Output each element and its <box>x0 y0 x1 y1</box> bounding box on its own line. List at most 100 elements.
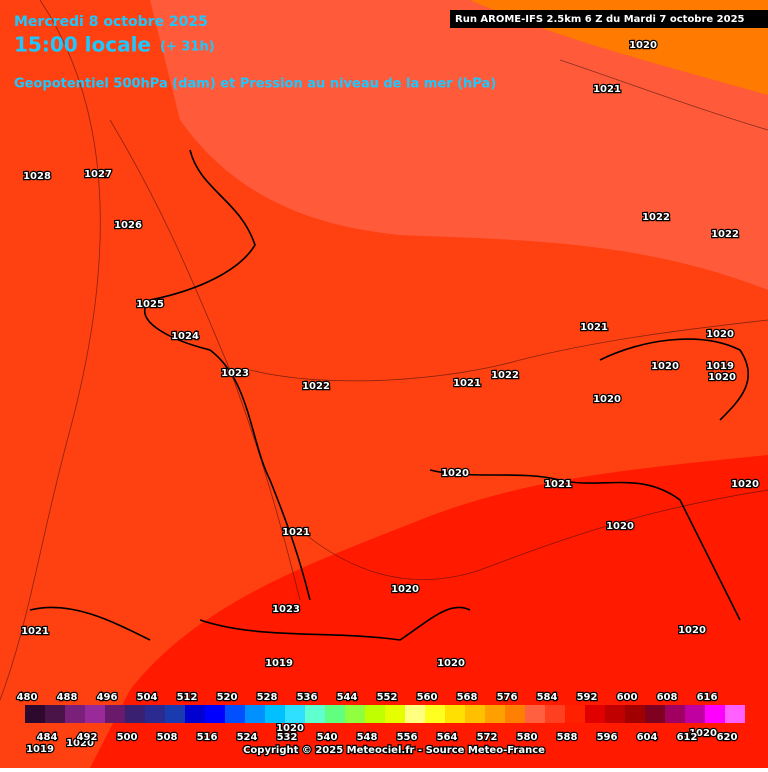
colorbar-swatch <box>125 705 145 723</box>
colorbar-swatch <box>365 705 385 723</box>
isobar-label: 1021 <box>544 479 572 490</box>
colorbar-label: 548 <box>357 732 378 743</box>
date: Mercredi 8 octobre 2025 <box>14 14 208 30</box>
isobar-label: 1020 <box>437 658 465 669</box>
colorbar-swatch <box>185 705 205 723</box>
isobar-label: 1020 <box>276 723 304 734</box>
isobar-label: 1020 <box>441 468 469 479</box>
colorbar-label: 608 <box>657 692 678 703</box>
isobar-label: 1020 <box>606 521 634 532</box>
field-bottom <box>90 455 768 768</box>
colorbar-label: 588 <box>557 732 578 743</box>
colorbar-label: 556 <box>397 732 418 743</box>
run-info: Run AROME-IFS 2.5km 6 Z du Mardi 7 octob… <box>455 14 745 25</box>
colorbar-swatch <box>145 705 165 723</box>
colorbar-label: 584 <box>537 692 558 703</box>
isobar-label: 1020 <box>678 625 706 636</box>
colorbar-swatch <box>445 705 465 723</box>
colorbar-swatch <box>65 705 85 723</box>
coastlines <box>29 149 750 641</box>
colorbar-label: 536 <box>297 692 318 703</box>
isobar-label: 1021 <box>593 84 621 95</box>
isobar-label: 1021 <box>282 527 310 538</box>
colorbar-label: 580 <box>517 732 538 743</box>
isobar-label: 1025 <box>136 299 164 310</box>
colorbar-swatch <box>165 705 185 723</box>
colorbar-label: 508 <box>157 732 178 743</box>
isobar-label: 1021 <box>453 378 481 389</box>
colorbar-swatch <box>245 705 265 723</box>
isobar-label: 1023 <box>272 604 300 615</box>
isobar-label: 1024 <box>171 331 199 342</box>
colorbar-swatch <box>625 705 645 723</box>
colorbar-label: 496 <box>97 692 118 703</box>
isobar-label: 1026 <box>114 220 142 231</box>
isobar-label: 1019 <box>265 658 293 669</box>
colorbar-swatch <box>305 705 325 723</box>
colorbar-label: 552 <box>377 692 398 703</box>
colorbar-label: 544 <box>337 692 358 703</box>
colorbar-swatch <box>645 705 665 723</box>
colorbar-label: 576 <box>497 692 518 703</box>
isobar-label: 1022 <box>491 370 519 381</box>
isobar-label: 1023 <box>221 368 249 379</box>
colorbar-swatch <box>225 705 245 723</box>
isobar-label: 1022 <box>642 212 670 223</box>
colorbar-label: 616 <box>697 692 718 703</box>
isobar-label: 1020 <box>731 479 759 490</box>
colorbar-label: 492 <box>77 732 98 743</box>
colorbar-swatch <box>605 705 625 723</box>
colorbar-label: 620 <box>717 732 738 743</box>
isobar-label: 1027 <box>84 169 112 180</box>
isobar-label: 1019 <box>706 361 734 372</box>
colorbar-swatch <box>565 705 585 723</box>
colorbar-label: 572 <box>477 732 498 743</box>
colorbar-swatch <box>405 705 425 723</box>
colorbar-swatch <box>465 705 485 723</box>
colorbar-label: 604 <box>637 732 658 743</box>
colorbar-swatch <box>725 705 745 723</box>
isobar-label: 1020 <box>689 728 717 739</box>
colorbar-label: 480 <box>17 692 38 703</box>
isobar-label: 1019 <box>26 744 54 755</box>
colorbar-label: 512 <box>177 692 198 703</box>
copyright: Copyright © 2025 Meteociel.fr - Source M… <box>243 745 545 756</box>
colorbar-label: 568 <box>457 692 478 703</box>
field-band <box>150 0 768 290</box>
lead-time: (+ 31h) <box>160 40 215 55</box>
isobar-label: 1021 <box>580 322 608 333</box>
colorbar-label: 524 <box>237 732 258 743</box>
colorbar-swatch <box>205 705 225 723</box>
isobar-label: 1022 <box>711 229 739 240</box>
isobar-label: 1020 <box>708 372 736 383</box>
colorbar-label: 612 <box>677 732 698 743</box>
colorbar-swatch <box>85 705 105 723</box>
isobar-label: 1020 <box>391 584 419 595</box>
colorbar-swatch <box>345 705 365 723</box>
colorbar-label: 560 <box>417 692 438 703</box>
field-title: Geopotentiel 500hPa (dam) et Pression au… <box>14 77 496 92</box>
isobar-label: 1020 <box>66 738 94 749</box>
colorbar-label: 516 <box>197 732 218 743</box>
colorbar-swatch <box>705 705 725 723</box>
colorbar-label: 520 <box>217 692 238 703</box>
colorbar-label: 532 <box>277 732 298 743</box>
isobar-label: 1020 <box>706 329 734 340</box>
colorbar-label: 500 <box>117 732 138 743</box>
time: 15:00 locale <box>14 33 151 57</box>
colorbar-swatch <box>265 705 285 723</box>
run-box <box>450 10 768 28</box>
colorbar-swatch <box>545 705 565 723</box>
colorbar-swatch <box>665 705 685 723</box>
colorbar-swatch <box>585 705 605 723</box>
isobar-label: 1020 <box>651 361 679 372</box>
colorbar-label: 504 <box>137 692 158 703</box>
colorbar-swatch <box>685 705 705 723</box>
isobar-label: 1022 <box>302 381 330 392</box>
colorbar-label: 540 <box>317 732 338 743</box>
colorbar: 480 488 496 504 512 520 528 536 544 552 560 568 576 5… <box>15 691 745 744</box>
colorbar-swatch <box>385 705 405 723</box>
colorbar-label: 596 <box>597 732 618 743</box>
isobar-labels: 1020 1021 1028 1027 1026 1022 1022 1025 1024 1021… <box>20 39 760 757</box>
